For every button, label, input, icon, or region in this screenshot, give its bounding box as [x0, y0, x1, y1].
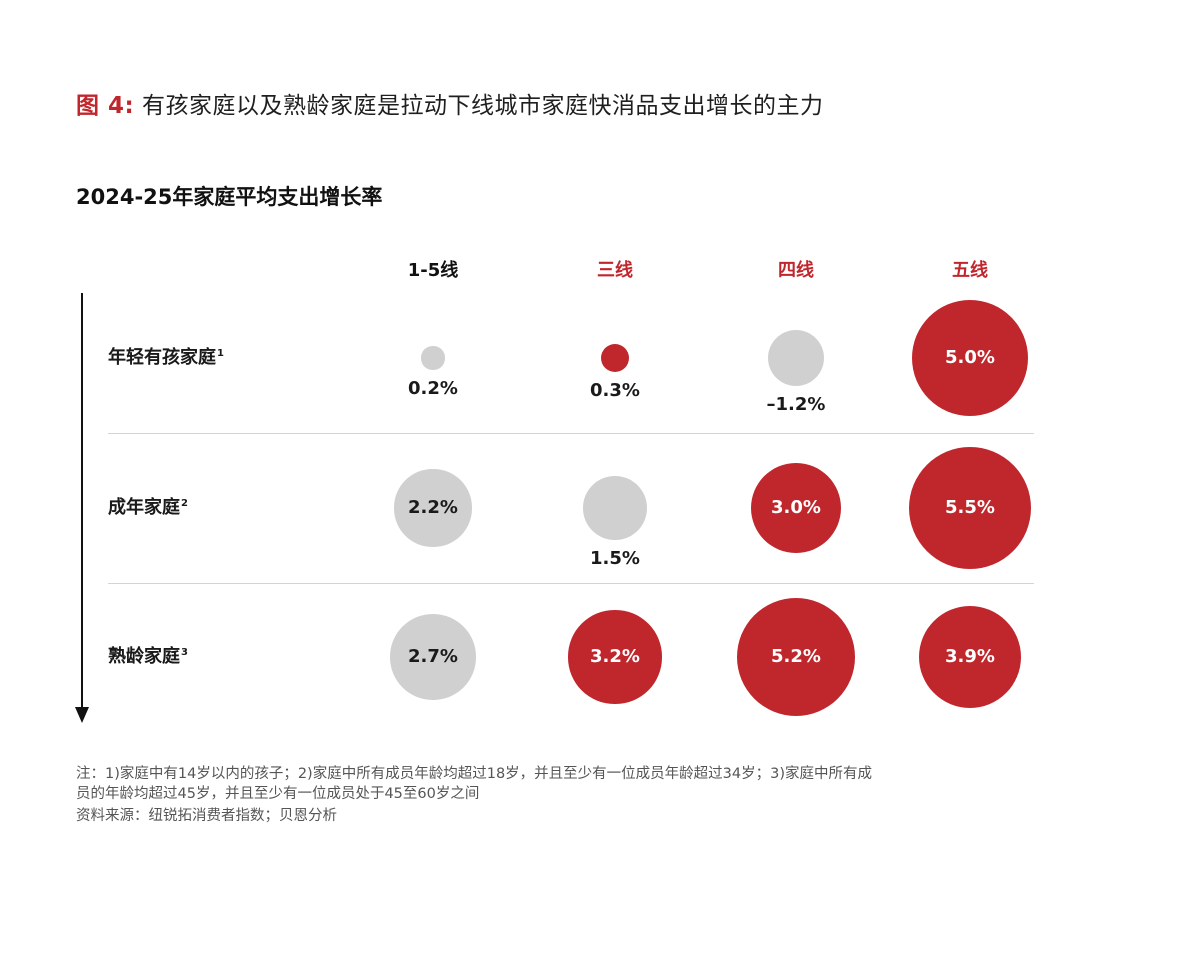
bubble	[390, 614, 476, 700]
bubble	[600, 343, 630, 373]
bubble-value-label: 1.5%	[590, 547, 640, 569]
chart-title: 2024-25年家庭平均支出增长率	[76, 185, 383, 209]
bubble	[583, 476, 647, 540]
bubble	[750, 462, 842, 554]
bubble-value-label: 5.0%	[945, 347, 995, 368]
column-header: 四线	[778, 260, 814, 281]
column-header: 1-5线	[407, 260, 459, 281]
column-header: 五线	[952, 260, 988, 281]
source-note: 资料来源：纽锐拓消费者指数；贝恩分析	[76, 808, 337, 824]
footnote-line-2: 员的年龄均超过45岁，并且至少有一位成员处于45至60岁之间	[76, 786, 480, 802]
bubble-value-label: 2.2%	[408, 497, 458, 518]
bubble-value-label: 5.5%	[945, 497, 995, 518]
figure-title: 图 4: 有孩家庭以及熟龄家庭是拉动下线城市家庭快消品支出增长的主力	[76, 86, 824, 120]
footnote-line-1: 注：1)家庭中有14岁以内的孩子；2)家庭中所有成员年龄均超过18岁，并且至少有…	[76, 766, 872, 782]
bubble	[909, 447, 1031, 569]
figure-label: 图 4:	[76, 93, 135, 119]
row-label: 年轻有孩家庭1	[108, 347, 224, 368]
bubble	[918, 605, 1022, 709]
row-label: 熟龄家庭3	[108, 646, 188, 667]
bubble	[911, 299, 1029, 417]
bubble-value-label: 5.2%	[771, 646, 821, 667]
bubble-value-label: –1.2%	[766, 394, 826, 416]
row-separator	[108, 583, 1034, 584]
down-arrow-icon	[75, 293, 89, 723]
bubble	[736, 597, 856, 717]
row-label: 成年家庭2	[108, 497, 188, 518]
bubble-value-label: 0.2%	[408, 377, 458, 399]
bubble-value-label: 3.2%	[590, 646, 640, 667]
bubble-value-label: 2.7%	[408, 646, 458, 667]
bubble	[394, 469, 472, 547]
row-separator	[108, 433, 1034, 434]
column-header: 三线	[597, 260, 633, 281]
bubble-value-label: 3.0%	[771, 497, 821, 518]
bubble	[568, 610, 662, 704]
bubble	[421, 346, 445, 370]
bubble-value-label: 3.9%	[945, 646, 995, 667]
bubble-value-label: 0.3%	[590, 380, 640, 402]
bubble	[767, 329, 825, 387]
figure-title-text: 有孩家庭以及熟龄家庭是拉动下线城市家庭快消品支出增长的主力	[142, 93, 824, 119]
